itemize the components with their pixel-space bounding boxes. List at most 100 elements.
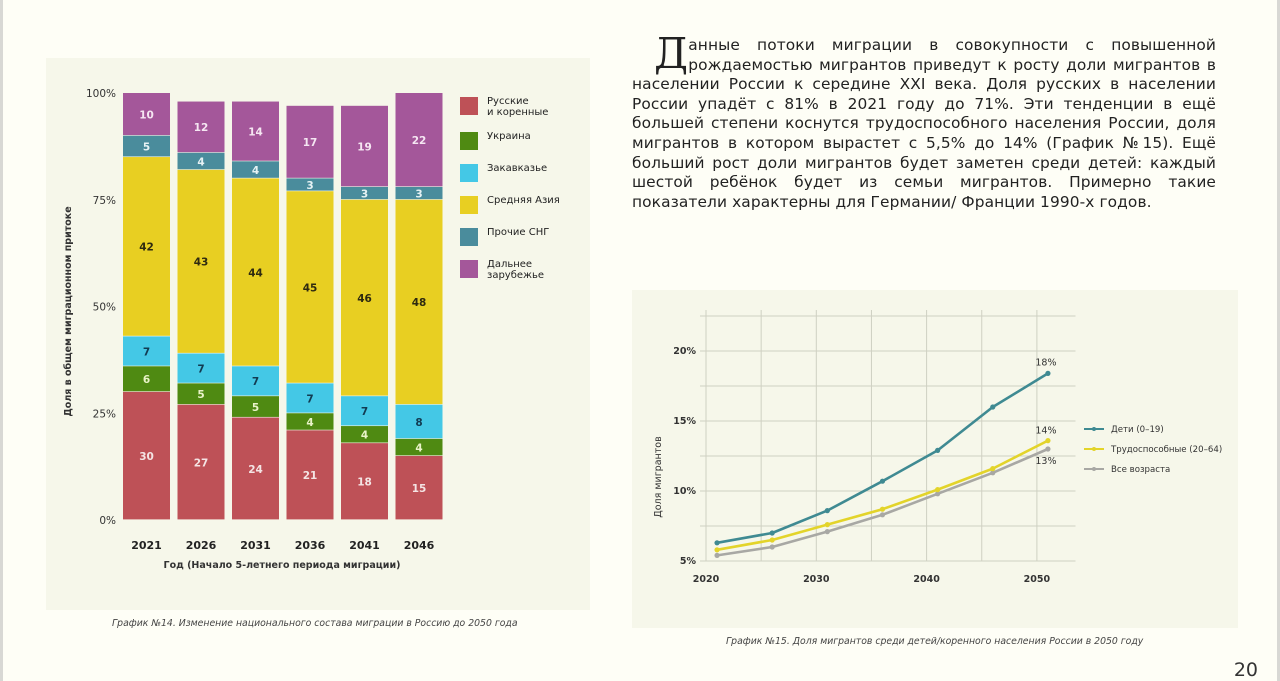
bar-value-label: 3	[361, 188, 368, 200]
bar-segment	[123, 336, 170, 366]
x-tick-label: 2040	[913, 574, 940, 585]
data-point	[879, 506, 886, 512]
bar-segment	[123, 93, 170, 136]
legend-swatch	[460, 132, 478, 150]
data-point	[769, 530, 775, 536]
bar-segment	[395, 404, 443, 439]
bar-segment	[177, 152, 225, 170]
paragraph-text: анные потоки миграции в совокупности с п…	[632, 36, 1216, 211]
chart15-caption: График №15. Доля мигрантов среди детей/к…	[726, 636, 1144, 647]
bar-segment	[395, 199, 443, 405]
page-edge-left	[0, 0, 3, 681]
legend-swatch	[460, 196, 478, 214]
bar-value-label: 7	[197, 363, 204, 375]
bar-value-label: 4	[415, 442, 422, 454]
bar-segment	[177, 169, 225, 353]
bar-value-label: 17	[303, 137, 318, 149]
data-point	[990, 466, 996, 472]
drop-cap: Д	[654, 29, 689, 78]
y-tick-label: 100%	[86, 88, 116, 100]
bar-value-label: 24	[248, 464, 263, 476]
end-value-label: 13%	[1035, 456, 1056, 467]
data-point	[1045, 370, 1051, 376]
legend-label: Средняя Азия	[487, 195, 560, 206]
bar-segment	[286, 105, 334, 178]
bar-value-label: 4	[361, 430, 368, 442]
data-point	[824, 508, 830, 514]
bar-segment	[286, 383, 334, 413]
y-tick-label: 50%	[93, 302, 116, 314]
y-tick-label: 10%	[673, 486, 696, 497]
x-tick-label: 2026	[186, 539, 217, 552]
bar-segment	[395, 438, 443, 456]
y-tick-label: 20%	[673, 346, 696, 357]
legend-label: Русские и коренные	[487, 96, 549, 118]
bar-value-label: 27	[194, 457, 209, 469]
bar-segment	[341, 443, 388, 520]
bar-segment	[177, 101, 225, 153]
data-point	[879, 512, 886, 518]
bar-segment	[286, 191, 334, 383]
data-point	[990, 470, 996, 476]
bar-segment	[341, 396, 388, 426]
x-tick-label: 2041	[349, 539, 380, 552]
page-edge-right	[1277, 0, 1280, 681]
bar-segment	[232, 396, 279, 417]
bar-value-label: 5	[143, 141, 150, 153]
legend-label: Дети (0–19)	[1111, 425, 1164, 435]
bar-segment	[232, 178, 279, 366]
bar-segment	[341, 426, 388, 443]
x-tick-label: 2050	[1024, 574, 1051, 585]
legend-item: Дальнее зарубежье	[460, 259, 585, 281]
chart14-legend: Русские и коренные Украина Закавказье Средн…	[460, 96, 585, 294]
bar-value-label: 7	[252, 376, 259, 388]
data-point	[824, 522, 830, 528]
legend-item: Средняя Азия	[460, 195, 585, 214]
legend-swatch	[460, 260, 478, 278]
bar-value-label: 15	[412, 483, 427, 495]
bar-value-label: 5	[252, 402, 259, 414]
x-tick-label: 2031	[240, 539, 271, 552]
data-point	[714, 540, 720, 546]
bar-value-label: 44	[248, 267, 263, 279]
bar-value-label: 5	[197, 389, 204, 401]
legend-label: Дальнее зарубежье	[487, 259, 545, 281]
bar-segment	[123, 391, 170, 520]
legend-item: Прочие СНГ	[460, 227, 585, 246]
bar-segment	[341, 186, 388, 200]
end-value-label: 14%	[1035, 426, 1056, 437]
data-point	[824, 529, 830, 535]
legend-swatch	[460, 228, 478, 246]
legend-item: Русские и коренные	[460, 96, 585, 118]
bar-segment	[286, 430, 334, 520]
bar-value-label: 10	[139, 109, 154, 121]
legend-label: Все возраста	[1111, 465, 1170, 475]
legend-item: Закавказье	[460, 163, 585, 182]
bar-segment	[341, 199, 388, 396]
bar-value-label: 7	[361, 406, 368, 418]
data-point	[1045, 438, 1051, 444]
legend-swatch	[460, 164, 478, 182]
y-axis-label: Доля мигрантов	[653, 436, 664, 518]
stacked-bar-chart: 0% 25% 50% 75% 100% Доля в общем миграционном…	[63, 88, 443, 571]
data-point	[879, 478, 886, 484]
x-tick-label: 2036	[295, 539, 326, 552]
legend-swatch	[460, 97, 478, 115]
bar-segment	[232, 417, 279, 520]
legend-label: Трудоспособные (20–64)	[1110, 445, 1222, 455]
bar-segment	[177, 404, 225, 520]
bar-segment	[232, 101, 279, 161]
x-tick-label: 2020	[693, 574, 720, 585]
chart15-panel: 5% 10% 15% 20% 2020 2030 2040 2050 Доля мигранто…	[632, 290, 1238, 628]
bar-value-label: 8	[415, 417, 422, 429]
bar-value-label: 43	[194, 257, 209, 269]
data-point	[935, 491, 941, 497]
y-tick-label: 15%	[673, 416, 696, 427]
bar-value-label: 48	[412, 297, 427, 309]
legend-item: Украина	[460, 131, 585, 150]
data-point	[935, 487, 941, 493]
bar-value-label: 42	[139, 242, 154, 254]
bar-value-label: 22	[412, 135, 427, 147]
y-axis-label: Доля в общем миграционном притоке	[63, 206, 74, 416]
